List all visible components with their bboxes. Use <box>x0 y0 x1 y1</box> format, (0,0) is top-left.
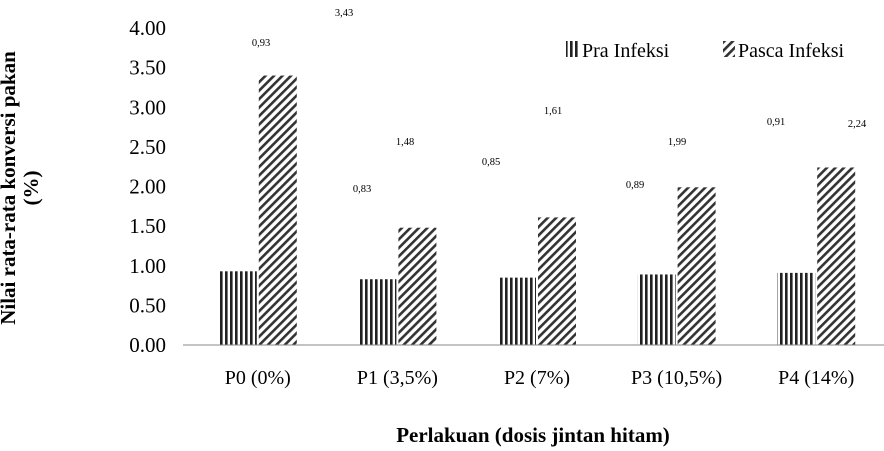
category-label: P4 (14%) <box>778 367 854 389</box>
y-axis-title: Nilai rata-rata konversi pakan (%) <box>0 51 43 325</box>
data-label-pasca-infeksi: 1,99 <box>668 137 686 148</box>
category-label: P2 (7%) <box>504 367 570 389</box>
y-tick-label: 0.00 <box>129 333 166 357</box>
bar-pasca-infeksi <box>817 167 856 345</box>
data-label-pasca-infeksi: 2,24 <box>848 119 867 130</box>
y-tick-label: 2.00 <box>129 175 166 199</box>
data-label-pasca-infeksi: 3,43 <box>335 8 353 19</box>
data-label-pra-infeksi: 0,89 <box>626 180 644 191</box>
data-label-pra-infeksi: 0,83 <box>353 184 371 195</box>
data-label-pra-infeksi: 0,91 <box>767 117 785 128</box>
legend: Pra Infeksi Pasca Infeksi <box>566 40 845 62</box>
bar-pasca-infeksi <box>398 227 437 345</box>
y-tick-label: 2.50 <box>129 135 166 159</box>
y-axis-title-line1: Nilai rata-rata konversi pakan <box>0 51 20 325</box>
y-tick-label: 1.50 <box>129 214 166 238</box>
bars <box>218 75 856 346</box>
data-label-pasca-infeksi: 1,48 <box>396 137 414 148</box>
bar-pasca-infeksi <box>538 217 576 345</box>
y-tick-label: 1.00 <box>129 254 166 278</box>
y-axis-title-line2: (%) <box>19 171 43 206</box>
legend-label-pasca-infeksi: Pasca Infeksi <box>738 40 845 62</box>
legend-swatch-pasca-infeksi <box>723 41 735 57</box>
bar-pra-infeksi <box>358 279 397 345</box>
category-labels: P0 (0%) P1 (3,5%) P2 (7%) P3 (10,5%) P4 (14%… <box>225 367 855 389</box>
data-label-pasca-infeksi: 1,61 <box>544 106 562 117</box>
category-label: P1 (3,5%) <box>357 367 438 389</box>
y-tick-label: 0.50 <box>129 293 166 317</box>
data-label-pra-infeksi: 0,93 <box>252 38 270 49</box>
bar-pra-infeksi <box>218 271 257 345</box>
bar-pasca-infeksi <box>677 187 716 345</box>
x-axis-title: Perlakuan (dosis jintan hitam) <box>396 423 670 447</box>
category-label: P3 (10,5%) <box>631 367 722 389</box>
data-labels: 0,93 3,43 0,83 1,48 0,85 1,61 0,89 1,99 0,91 2,24 <box>252 8 867 195</box>
bar-pasca-infeksi <box>258 75 297 346</box>
y-tick-label: 3.00 <box>129 95 166 119</box>
y-axis-ticks: 0.00 0.50 1.00 1.50 2.00 2.50 3.00 3.50 4.00 <box>129 16 166 357</box>
bar-pra-infeksi <box>777 272 816 345</box>
y-tick-label: 4.00 <box>129 16 166 40</box>
legend-swatch-pra-infeksi <box>566 41 578 57</box>
bar-pra-infeksi <box>498 277 536 345</box>
data-label-pra-infeksi: 0,85 <box>482 157 500 168</box>
category-label: P0 (0%) <box>225 367 291 389</box>
y-tick-label: 3.50 <box>129 56 166 80</box>
bar-pra-infeksi <box>637 274 676 345</box>
legend-label-pra-infeksi: Pra Infeksi <box>582 40 670 62</box>
